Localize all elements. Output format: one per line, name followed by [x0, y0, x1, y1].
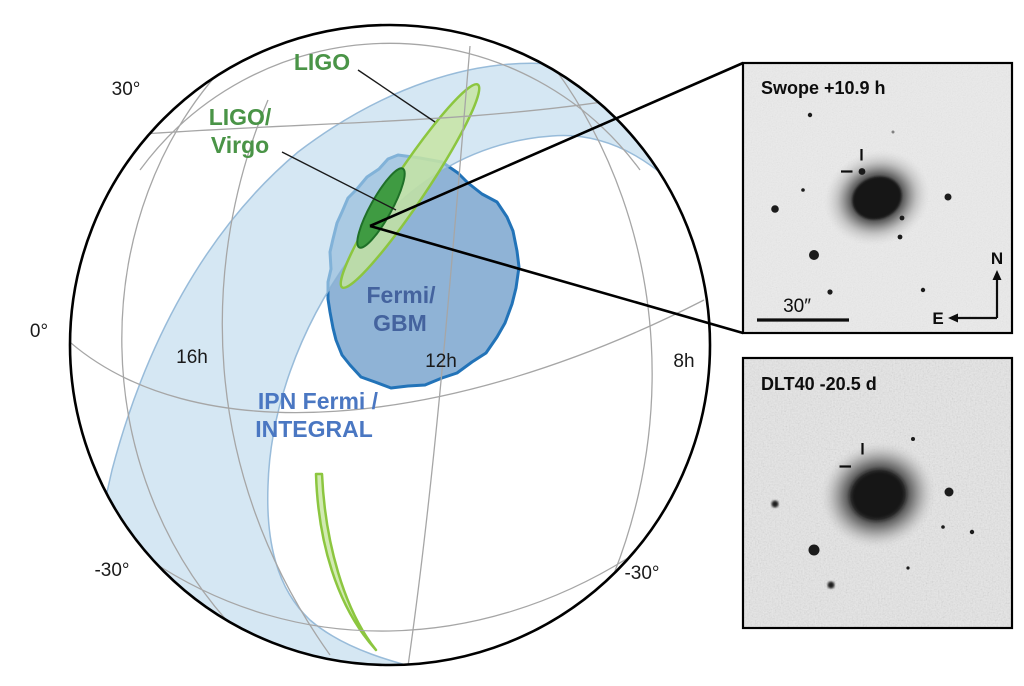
parallel-minus30: [149, 557, 629, 632]
graticule: [70, 42, 705, 665]
compass-north-label: N: [991, 249, 1003, 268]
parallel-plus30: [129, 95, 641, 136]
region-labels: LIGO LIGO/ Virgo Fermi/ GBM IPN Fermi / …: [209, 49, 436, 442]
callout-line-upper: [369, 61, 744, 228]
callout-line-lower: [369, 224, 744, 335]
scale-bar-label: 30″: [783, 296, 811, 317]
ipn-label-line2: INTEGRAL: [255, 416, 373, 442]
sky-sphere: 30° 0° -30° -30° 16h 12h 8h LIGO LIGO/ V…: [30, 23, 744, 667]
swope-inset-title: Swope +10.9 h: [761, 78, 886, 98]
swope-galaxy: [823, 150, 931, 246]
meridian-12h: [407, 45, 471, 665]
sphere-outline: [68, 23, 712, 667]
ligo-virgo-label-line1: LIGO/: [209, 104, 272, 130]
dec-minus30-right-label: -30°: [624, 563, 659, 584]
dec-plus30-label: 30°: [112, 79, 141, 100]
ipn-band-region: [70, 62, 710, 665]
transient-marker-pre: [839, 443, 864, 468]
dec-minus30-left-label: -30°: [94, 560, 129, 581]
swope-inset: 30″ N E Swope +10.9 h: [741, 61, 1014, 335]
swope-compass: N E: [932, 249, 1003, 328]
meridian-8h: [555, 69, 653, 646]
fermi-gbm-label-line2: GBM: [373, 310, 427, 336]
dlt40-inset-title: DLT40 -20.5 d: [761, 374, 877, 394]
ligo-label: LIGO: [294, 49, 350, 75]
meridian-16h: [221, 99, 331, 656]
ligo-virgo-leader-line: [281, 151, 397, 211]
compass-east-label: E: [932, 309, 943, 328]
dec-zero-label: 0°: [30, 321, 48, 342]
meridian-18h: [121, 59, 251, 646]
dlt40-inset: DLT40 -20.5 d: [741, 356, 1014, 630]
ligo-virgo-region: [356, 167, 406, 249]
ra-16h-label: 16h: [176, 347, 208, 368]
transient-source: [858, 168, 866, 175]
parallel-plus60: [139, 42, 641, 171]
swope-stars: [771, 112, 952, 295]
fermi-gbm-label-line1: Fermi/: [366, 282, 436, 308]
ligo-leader-line: [357, 69, 436, 123]
dlt40-stars: [771, 437, 975, 589]
ligo-band-south-region: [314, 472, 378, 652]
callout-lines: [369, 61, 744, 335]
transient-marker: [841, 149, 866, 175]
swope-scale-bar: 30″: [757, 296, 849, 322]
ligo-virgo-label-line2: Virgo: [211, 132, 269, 158]
tick-labels: 30° 0° -30° -30° 16h 12h 8h: [30, 79, 695, 584]
dlt40-galaxy: [820, 441, 936, 549]
ipn-label-line1: IPN Fermi /: [258, 388, 379, 414]
ra-8h-label: 8h: [673, 351, 694, 372]
ra-12h-label: 12h: [425, 351, 457, 372]
parallel-zero: [70, 299, 705, 414]
